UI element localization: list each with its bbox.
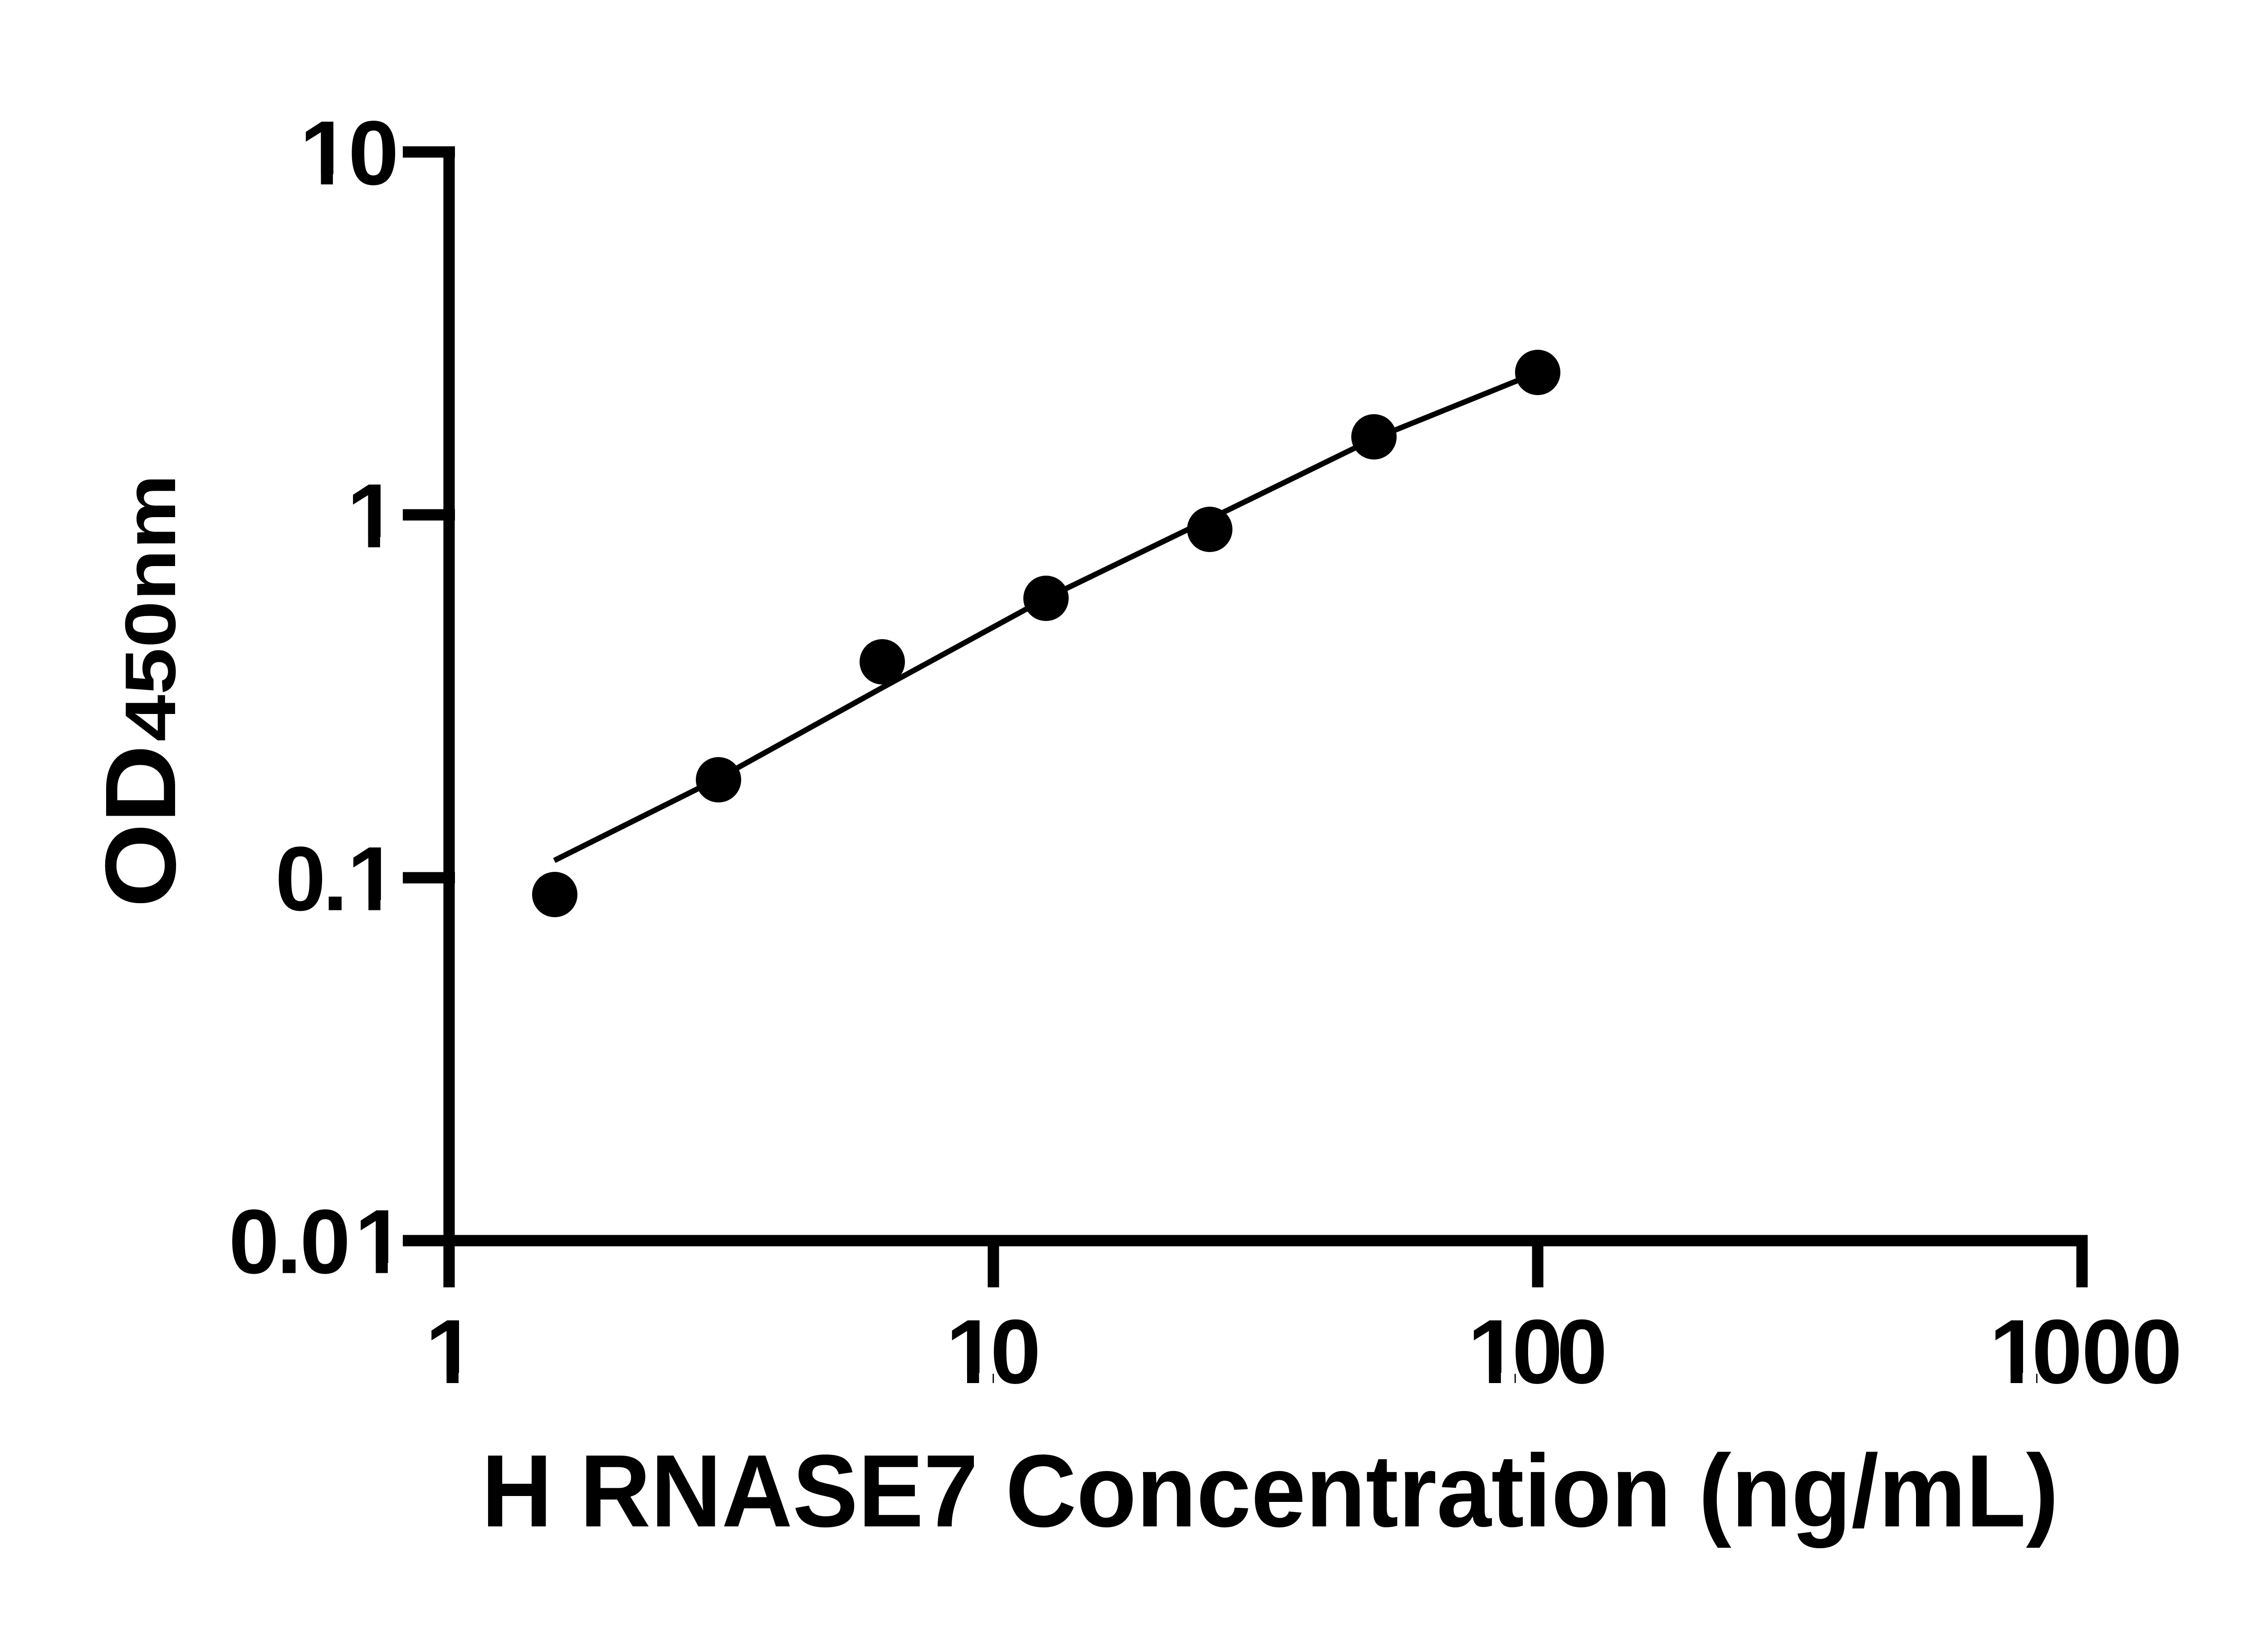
svg-text:0: 0 [229, 1191, 279, 1293]
svg-text:0: 0 [1557, 1301, 1608, 1403]
svg-text:0: 0 [990, 1301, 1041, 1403]
svg-text:.: . [277, 1191, 302, 1293]
svg-text:.: . [323, 828, 348, 930]
svg-text:OD: OD [84, 745, 196, 908]
svg-text:1: 1 [300, 102, 351, 204]
svg-text:0: 0 [275, 828, 326, 930]
svg-text:0: 0 [2082, 1301, 2132, 1403]
svg-text:0: 0 [348, 102, 399, 204]
svg-text:1: 1 [1989, 1301, 2040, 1403]
svg-text:0: 0 [2032, 1301, 2082, 1403]
svg-text:450nm: 450nm [111, 474, 191, 742]
svg-text:1: 1 [1468, 1301, 1519, 1403]
svg-text:H RNASE7 Concentration (ng/mL): H RNASE7 Concentration (ng/mL) [482, 1434, 2059, 1549]
svg-text:1: 1 [347, 465, 398, 567]
svg-text:0: 0 [2131, 1301, 2182, 1403]
svg-text:1: 1 [355, 1191, 406, 1293]
svg-text:1: 1 [425, 1301, 476, 1403]
svg-text:1: 1 [946, 1301, 997, 1403]
svg-text:0: 0 [300, 1191, 351, 1293]
svg-text:0: 0 [1512, 1301, 1563, 1403]
svg-text:1: 1 [347, 828, 398, 930]
